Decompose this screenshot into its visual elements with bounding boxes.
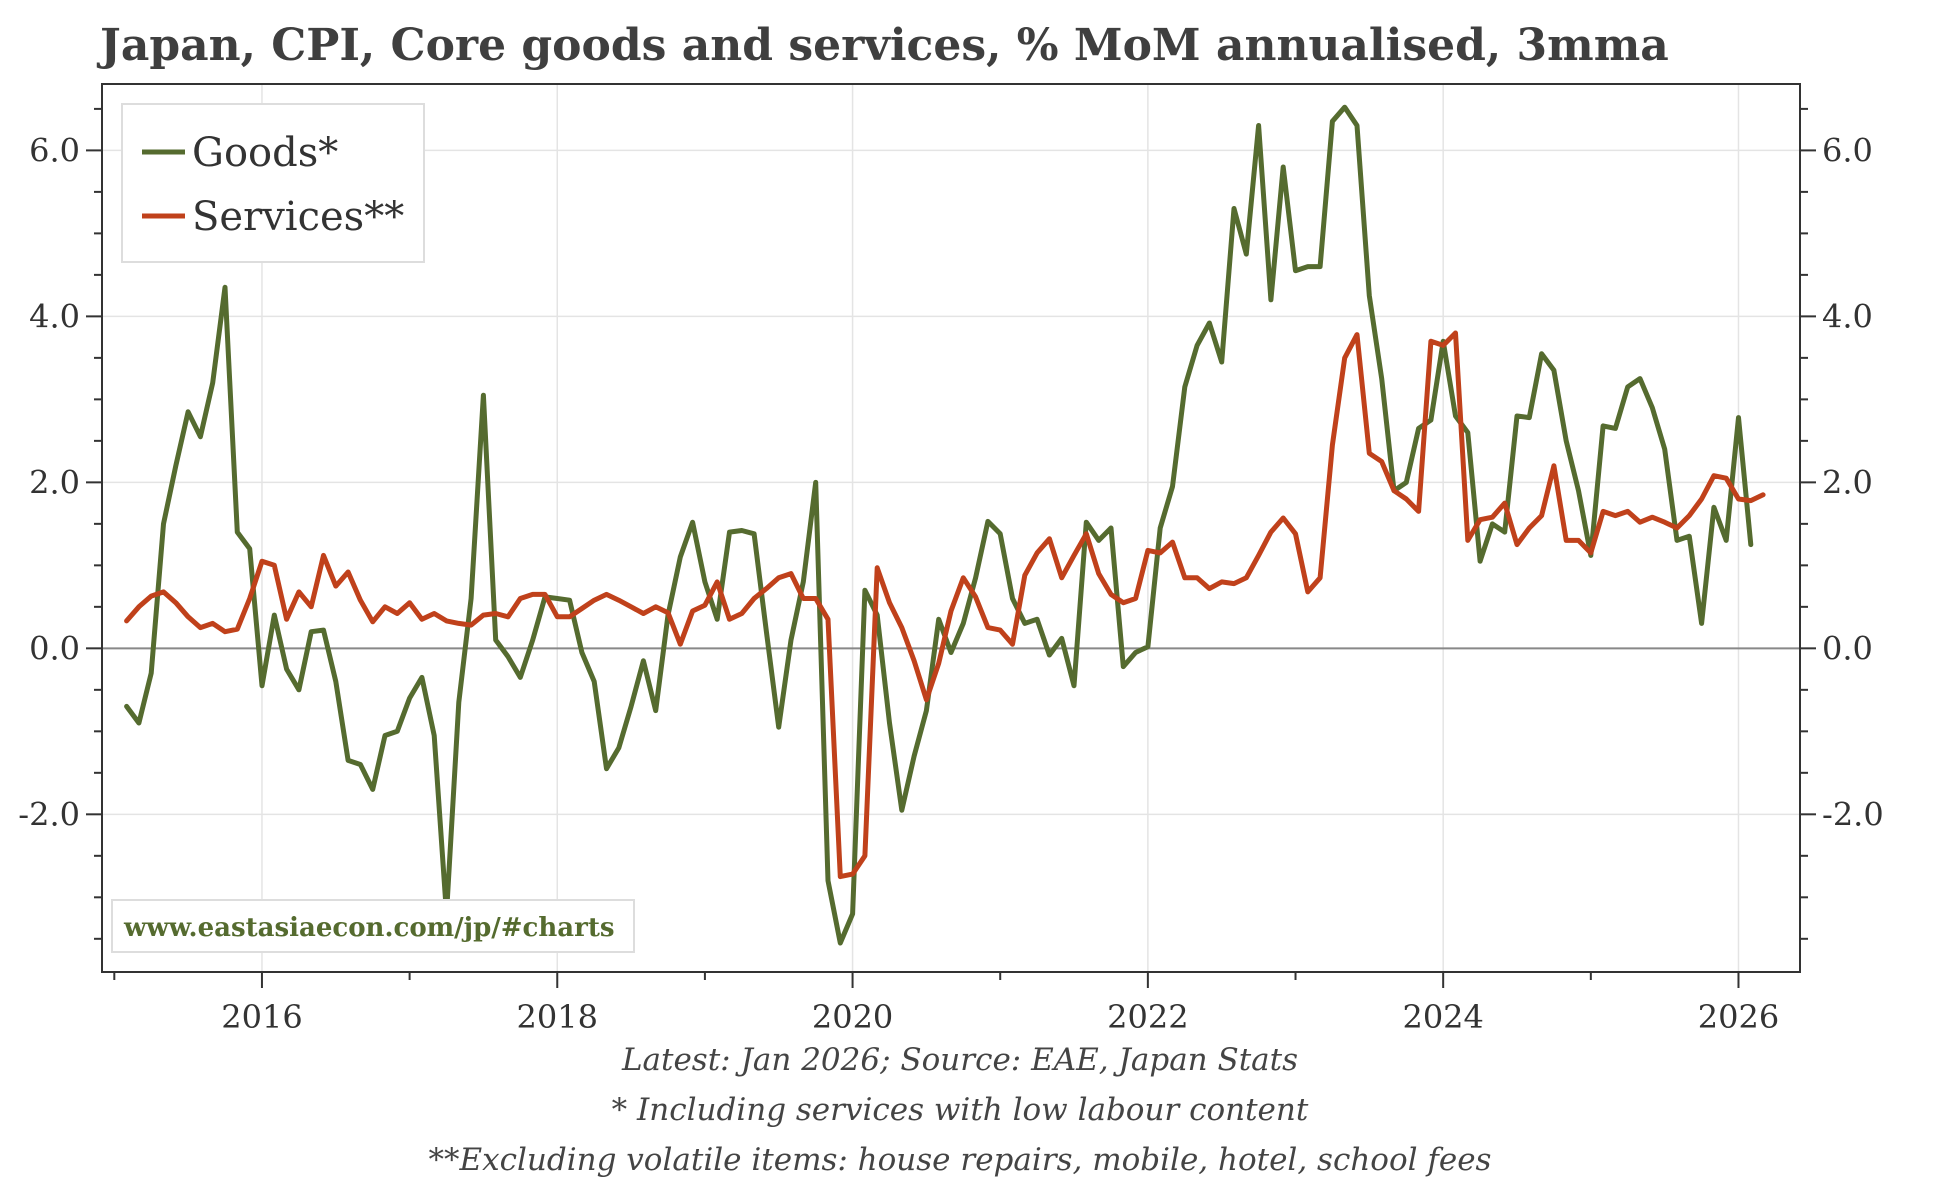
legend-box (121, 103, 425, 263)
y-tick-label-right-3: 4.0 (1822, 297, 1873, 335)
series-line-goods (124, 104, 1754, 946)
y-tick-label-right-4: 6.0 (1822, 131, 1873, 169)
plot-frame (101, 83, 1801, 973)
y-tick-label-right-1: 0.0 (1822, 629, 1873, 667)
y-tick-label-left-3: 4.0 (29, 297, 80, 335)
chart-title: Japan, CPI, Core goods and services, % M… (96, 20, 1669, 71)
x-tick-label-3: 2022 (1107, 998, 1188, 1036)
watermark-text: www.eastasiaecon.com/jp/#charts (123, 913, 614, 943)
x-tick-label-0: 2016 (221, 998, 302, 1036)
watermark-box (111, 899, 635, 953)
legend-label-services: Services** (192, 194, 404, 240)
y-axis-right: -2.0 0.0 2.0 4.0 6.0 (1800, 107, 1884, 940)
y-tick-label-left-4: 6.0 (29, 131, 80, 169)
y-tick-label-left-2: 2.0 (29, 463, 80, 501)
x-tick-label-1: 2018 (517, 998, 598, 1036)
y-tick-label-right-2: 2.0 (1822, 463, 1873, 501)
legend-label-goods: Goods* (192, 130, 338, 176)
legend: Goods* Services** (121, 103, 425, 263)
x-axis: 2016 2018 2020 2022 2024 2026 (113, 972, 1779, 1036)
x-tick-label-4: 2024 (1402, 998, 1483, 1036)
x-tick-label-2: 2020 (812, 998, 893, 1036)
series-line-services (124, 330, 1766, 880)
footnote-latest: Latest: Jan 2026; Source: EAE, Japan Sta… (621, 1042, 1298, 1078)
y-tick-label-right-0: -2.0 (1822, 795, 1884, 833)
watermark: www.eastasiaecon.com/jp/#charts (111, 899, 635, 953)
y-tick-label-left-1: 0.0 (29, 629, 80, 667)
footnote-goods: * Including services with low labour con… (612, 1092, 1309, 1128)
series-lines (124, 104, 1766, 946)
y-axis-left: -2.0 0.0 2.0 4.0 6.0 (18, 107, 102, 940)
x-tick-label-5: 2026 (1698, 998, 1779, 1036)
y-tick-label-left-0: -2.0 (18, 795, 80, 833)
footnote-services: **Excluding volatile items: house repair… (429, 1142, 1492, 1178)
